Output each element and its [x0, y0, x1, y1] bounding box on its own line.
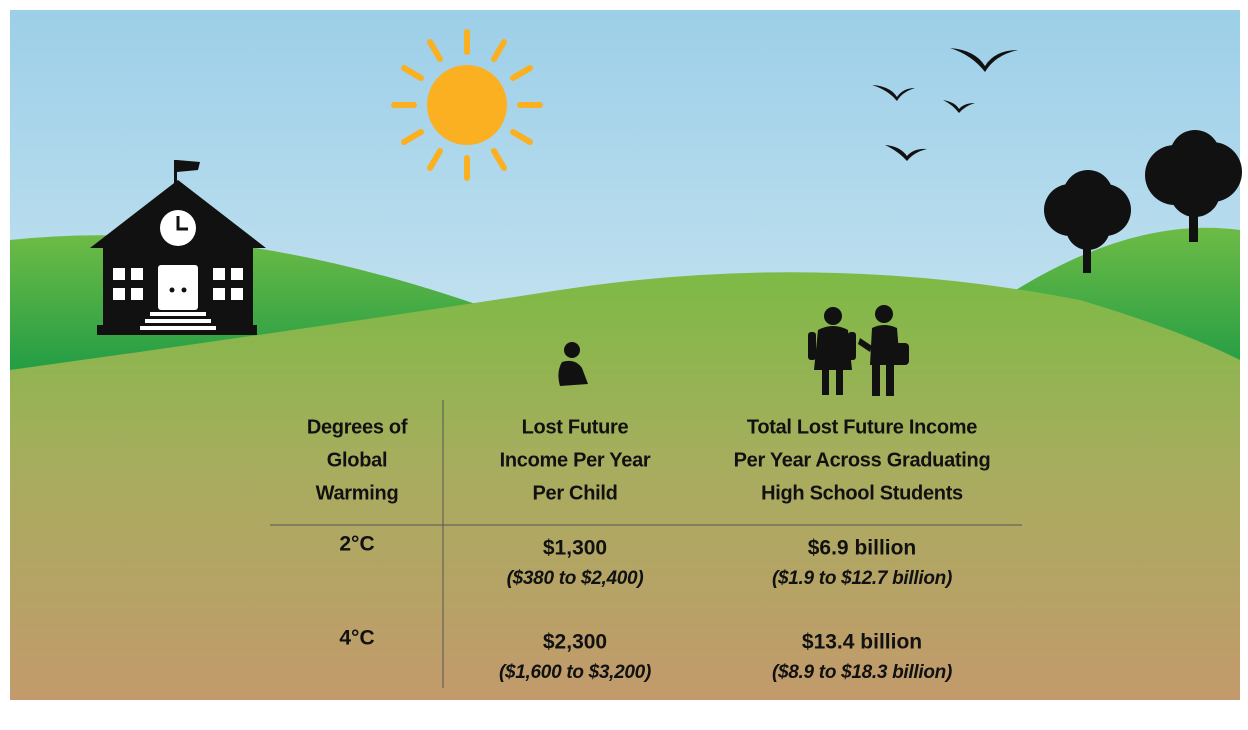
child-icon	[558, 342, 588, 386]
table: Degrees of Global Warming Lost Future Income…	[307, 416, 991, 683]
table-rules	[270, 400, 1022, 688]
cell-range: ($1,600 to $3,200)	[499, 662, 651, 683]
column-header: Lost Future	[522, 416, 629, 438]
column-header: Degrees of	[307, 416, 408, 438]
cell-range: ($380 to $2,400)	[507, 568, 644, 589]
birds	[872, 48, 1018, 161]
cell-value: $2,300	[543, 631, 607, 654]
students-icon	[808, 305, 909, 396]
column-header: Warming	[316, 482, 399, 504]
column-header: Global	[327, 449, 387, 471]
column-header: Income Per Year	[500, 449, 651, 471]
cell-range: ($1.9 to $12.7 billion)	[772, 568, 952, 589]
column-header: Per Child	[532, 482, 617, 504]
column-header: Per Year Across Graduating	[734, 449, 991, 471]
background	[10, 10, 1240, 700]
column-header: High School Students	[761, 482, 963, 504]
cell-value: $6.9 billion	[808, 537, 917, 560]
cell-label: 4°C	[339, 627, 374, 650]
sun	[391, 29, 543, 181]
cell-label: 2°C	[339, 533, 374, 556]
trees	[1044, 130, 1242, 273]
cell-value: $1,300	[543, 537, 607, 560]
column-header: Total Lost Future Income	[747, 416, 977, 438]
cell-value: $13.4 billion	[802, 631, 922, 654]
school	[90, 160, 266, 335]
cell-range: ($8.9 to $18.3 billion)	[772, 662, 952, 683]
